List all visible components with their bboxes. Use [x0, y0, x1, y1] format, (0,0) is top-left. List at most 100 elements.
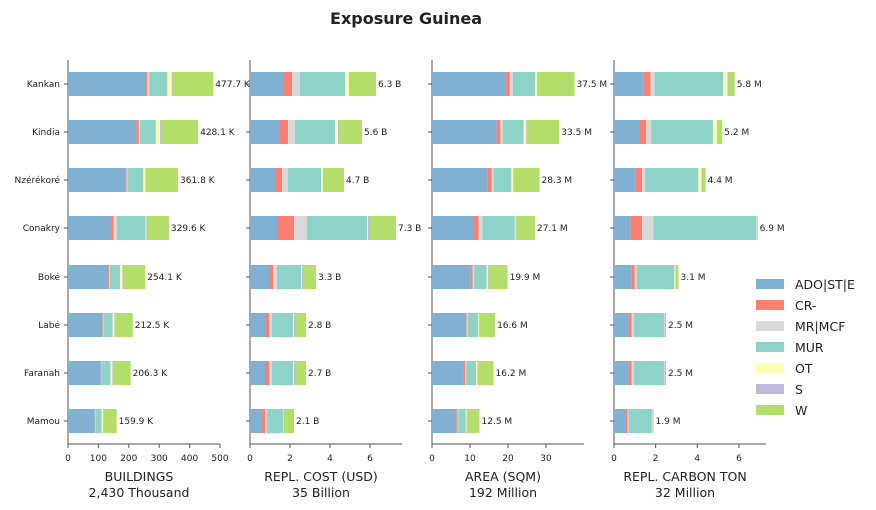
data-label-kankan: 5.8 M — [737, 80, 762, 90]
bar-kindia-mur — [651, 120, 713, 144]
bar-boke-mur — [109, 265, 120, 289]
data-label-conakry: 6.9 M — [760, 224, 785, 234]
bar-kindia-w — [527, 120, 560, 144]
legend-label-mr-mcf: MR|MCF — [795, 319, 845, 334]
bar-kindia-ot — [523, 120, 527, 144]
x-tick-label: 2 — [287, 454, 293, 464]
legend-swatch-w — [756, 405, 784, 415]
bar-labe-ot — [477, 313, 479, 337]
bar-boke-cr — [631, 265, 635, 289]
data-label-kankan: 6.3 B — [378, 80, 401, 90]
data-label-faranah: 2.7 B — [308, 369, 331, 379]
bar-kankan-ado-st-e — [250, 72, 283, 96]
bar-mamou-w — [103, 409, 117, 433]
x-tick-label: 0 — [429, 454, 435, 464]
bar-mamou-mr-mcf — [265, 409, 267, 433]
bar-conakry-w — [369, 216, 396, 240]
bar-boke-mur — [636, 265, 675, 289]
x-tick-label: 100 — [90, 454, 107, 464]
bar-labe-ot — [112, 313, 115, 337]
bar-conakry-mur — [116, 216, 146, 240]
bar-conakry-ado-st-e — [614, 216, 631, 240]
bar-nzerekore-w — [514, 168, 540, 192]
bar-kindia-ot — [335, 120, 338, 144]
bar-kankan-ot — [345, 72, 349, 96]
y-tick-label-kankan: Kankan — [27, 80, 60, 90]
bar-labe-w — [115, 313, 133, 337]
bar-faranah-mur — [272, 361, 293, 385]
bar-kankan-w — [537, 72, 575, 96]
bar-labe-cr — [465, 313, 467, 337]
bar-labe-mur — [467, 313, 478, 337]
bar-kankan-mur — [512, 72, 535, 96]
bar-faranah-mr-mcf — [465, 361, 467, 385]
bar-boke-w — [676, 265, 679, 289]
bar-conakry-mur — [653, 216, 757, 240]
x-axis-total-label: 35 Billion — [292, 485, 350, 500]
bar-labe-cr — [266, 313, 269, 337]
bar-mamou-mr-mcf — [95, 409, 96, 433]
bar-boke-s — [675, 265, 677, 289]
bar-mamou-ado-st-e — [250, 409, 262, 433]
bar-faranah-ado-st-e — [68, 361, 101, 385]
bar-nzerekore-cr — [275, 168, 282, 192]
bar-kankan-ado-st-e — [432, 72, 507, 96]
x-tick-label: 4 — [694, 454, 700, 464]
bar-conakry-cr — [277, 216, 294, 240]
bar-kindia-ado-st-e — [250, 120, 279, 144]
x-tick-label: 200 — [120, 454, 137, 464]
x-tick-label: 0 — [247, 454, 253, 464]
bar-faranah-ado-st-e — [614, 361, 629, 385]
bar-kankan-mr-mcf — [509, 72, 513, 96]
data-label-nzerekore: 4.7 B — [346, 176, 369, 186]
data-label-mamou: 1.9 M — [656, 417, 681, 427]
bar-boke-w — [123, 265, 146, 289]
bar-conakry-ot — [367, 216, 368, 240]
bar-mamou-mr-mcf — [457, 409, 459, 433]
bar-faranah-mr-mcf — [101, 361, 103, 385]
bar-conakry-mr-mcf — [113, 216, 117, 240]
bar-kindia-s — [338, 120, 339, 144]
bar-mamou-w — [652, 409, 654, 433]
y-tick-label-mamou: Mamou — [27, 417, 60, 427]
bar-faranah-cr — [100, 361, 102, 385]
bar-labe-ot — [293, 313, 294, 337]
bar-kankan-ot — [167, 72, 172, 96]
bar-mamou-cr — [625, 409, 628, 433]
bar-faranah-mur — [633, 361, 664, 385]
legend-swatch-mur — [756, 342, 784, 352]
data-label-mamou: 2.1 B — [296, 417, 319, 427]
bar-kindia-mr-mcf — [138, 120, 141, 144]
bar-kindia-ado-st-e — [432, 120, 497, 144]
bar-kindia-s — [160, 120, 162, 144]
x-tick-label: 0 — [65, 454, 71, 464]
bar-boke-ot — [674, 265, 676, 289]
bar-faranah-ado-st-e — [250, 361, 265, 385]
data-label-boke: 3.3 B — [318, 273, 341, 283]
bar-boke-s — [122, 265, 124, 289]
bar-faranah-w — [295, 361, 306, 385]
x-axis-total-label: 2,430 Thousand — [89, 485, 190, 500]
bar-kankan-w — [350, 72, 376, 96]
bar-labe-cr — [102, 313, 103, 337]
data-label-labe: 2.8 B — [308, 321, 331, 331]
bar-conakry-ot — [514, 216, 516, 240]
bar-conakry-mur — [482, 216, 515, 240]
bar-faranah-cr — [628, 361, 632, 385]
bar-labe-s — [664, 313, 666, 337]
bar-labe-w — [479, 313, 496, 337]
bar-kankan-cr — [146, 72, 148, 96]
bar-kindia-ado-st-e — [68, 120, 137, 144]
bar-mamou-mur — [95, 409, 102, 433]
bar-nzerekore-s — [145, 168, 146, 192]
x-axis-label: REPL. CARBON TON — [623, 469, 746, 484]
x-tick-label: 300 — [151, 454, 168, 464]
data-label-labe: 212.5 K — [135, 321, 171, 331]
x-tick-label: 2 — [653, 454, 659, 464]
x-tick-label: 30 — [540, 454, 552, 464]
data-label-labe: 16.6 M — [497, 321, 528, 331]
legend-label-ado-st-e: ADO|ST|E — [795, 277, 855, 292]
